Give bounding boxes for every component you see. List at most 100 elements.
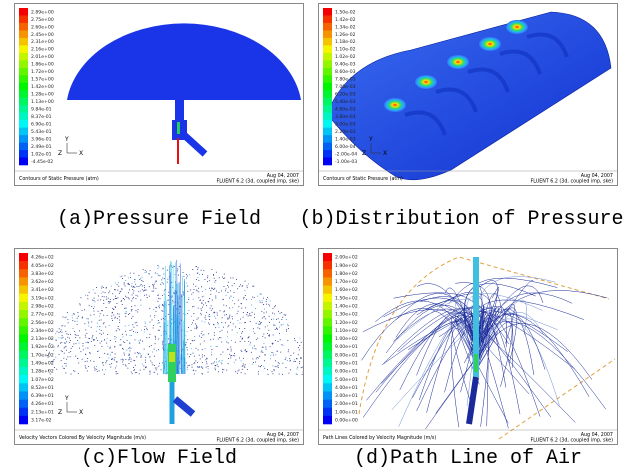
vector-dot: [241, 332, 243, 334]
vector-dot: [154, 343, 156, 345]
vector-dot: [129, 284, 130, 286]
vector-dot: [127, 297, 129, 299]
path-line: [399, 312, 478, 391]
vector-dot: [89, 338, 90, 339]
vector-dot: [244, 322, 246, 324]
colorbar-label: 1.18e-02: [335, 39, 356, 45]
vector-dot: [140, 278, 142, 280]
vector-dot: [65, 349, 67, 351]
vector-dot: [257, 357, 259, 359]
vector-dot: [275, 354, 277, 356]
colorbar-label: 8.52e+01: [31, 385, 54, 391]
vector-dot: [115, 341, 117, 343]
colorbar-label: 8.37e-01: [31, 114, 52, 120]
vector-dot: [245, 307, 247, 309]
vector-dot: [264, 354, 266, 355]
path-line: [476, 317, 521, 415]
vector-dot: [127, 277, 129, 279]
panel: 2.89e+00 2.75e+00 2.60e+00 2.45e+00 2.31e+00…: [14, 3, 304, 186]
vector-dot: [119, 276, 121, 278]
vector-dot: [214, 312, 216, 314]
colorbar-label: 5.40e-03: [335, 99, 356, 105]
vector-dot: [124, 364, 126, 366]
vector-dot: [227, 336, 228, 338]
colorbar-swatch: [19, 52, 28, 61]
colorbar-label: 2.75e+00: [31, 17, 54, 23]
vector-dot: [271, 342, 273, 344]
vector-dot: [110, 301, 111, 303]
vector-dot: [128, 324, 130, 326]
vector-dot: [88, 291, 90, 293]
vector-dot: [87, 358, 89, 359]
vector-dot: [122, 341, 124, 343]
vector-dot: [225, 288, 227, 290]
vector-dot: [158, 329, 160, 331]
colorbar-swatch: [323, 45, 332, 54]
vector-dot: [159, 326, 161, 328]
vector-dot: [195, 347, 197, 349]
vector-dot: [130, 358, 132, 360]
vector-dot: [228, 324, 230, 326]
vector-dot: [189, 274, 191, 276]
vector-dot: [133, 331, 134, 332]
vector-dot: [123, 283, 125, 285]
vector-dot: [221, 290, 222, 292]
vector-dot: [217, 323, 219, 325]
colorbar-label: 3.17e-02: [31, 418, 52, 424]
vector-dot: [155, 350, 157, 352]
vector-dot: [295, 373, 297, 375]
vector-dot: [149, 333, 151, 335]
vector-dot: [73, 343, 75, 345]
vector-dot: [211, 351, 212, 353]
vector-dot: [94, 306, 95, 308]
vector-dot: [193, 369, 195, 371]
vector-dot: [200, 366, 202, 368]
vector-dot: [120, 300, 122, 302]
vector-dot: [93, 339, 95, 340]
vector-dot: [73, 313, 75, 315]
vector-dot: [107, 334, 109, 335]
vector-dot: [154, 367, 156, 369]
vector-dot: [240, 318, 241, 320]
vector-dot: [220, 337, 222, 339]
vector-dot: [277, 318, 279, 320]
vector-dot: [101, 287, 103, 289]
vector-dot: [74, 333, 76, 335]
colorbar-swatch: [323, 310, 332, 319]
hot-spot: [384, 98, 406, 112]
vector-dot: [205, 318, 207, 320]
vector-dot: [146, 366, 147, 368]
vector-dot: [116, 361, 118, 363]
vector-dot: [97, 310, 99, 312]
vector-dot: [103, 373, 105, 375]
vector-dot: [232, 277, 234, 279]
vector-dot: [136, 321, 138, 323]
vector-dot: [279, 312, 281, 314]
vector-dot: [224, 310, 225, 312]
colorbar-label: 3.96e-01: [31, 136, 52, 142]
vector-dot: [252, 363, 253, 365]
vector-dot: [143, 369, 145, 370]
vector-dot: [90, 360, 91, 362]
vector-dot: [225, 290, 226, 292]
colorbar-label: 1.10e-02: [335, 47, 356, 53]
vector-dot: [102, 362, 104, 364]
vector-dot: [196, 325, 197, 327]
vector-dot: [111, 315, 113, 317]
vector-dot: [281, 344, 283, 346]
vector-dot: [55, 356, 57, 358]
vector-dot: [198, 297, 200, 299]
vector-dot: [122, 298, 124, 299]
vector-dot: [242, 337, 243, 339]
vector-dot: [98, 295, 99, 297]
colorbar-label: 6.00e+01: [335, 369, 358, 375]
vector-dot: [240, 349, 242, 351]
vector-dot: [221, 360, 223, 361]
vector-dot: [130, 371, 132, 373]
vector-dot: [254, 317, 255, 319]
vector-dot: [231, 285, 233, 287]
vector-dot: [281, 312, 283, 313]
vector-dot: [299, 362, 300, 364]
colorbar-swatch: [19, 277, 28, 286]
vector-dot: [158, 322, 160, 324]
